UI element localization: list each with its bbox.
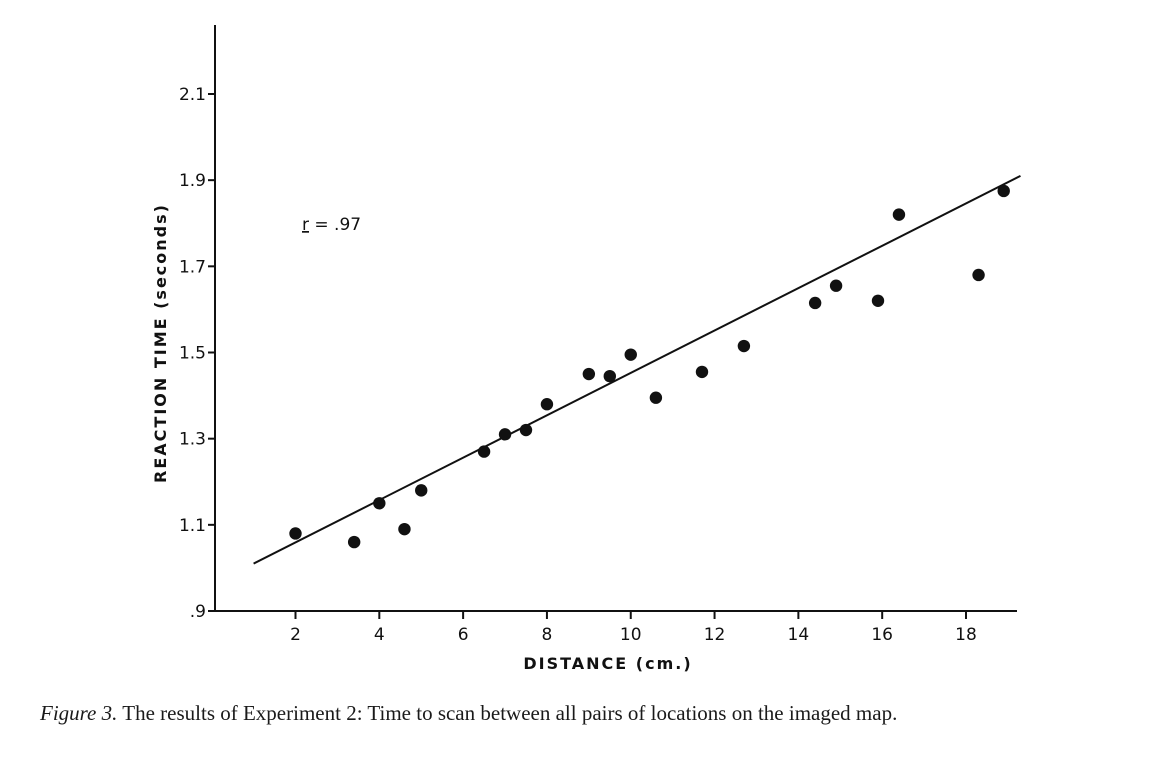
y-tick-label: .9 xyxy=(190,602,206,622)
data-point xyxy=(398,522,411,536)
regression-line xyxy=(253,174,1021,565)
data-point xyxy=(871,294,885,307)
x-ticks: 2 4 6 8 10 12 14 16 18 xyxy=(290,611,977,645)
data-point xyxy=(624,348,637,361)
correlation-symbol: r xyxy=(302,215,309,235)
data-point xyxy=(415,484,428,497)
data-point xyxy=(582,367,596,381)
y-tick-label: 2.1 xyxy=(179,85,206,105)
data-point xyxy=(649,391,663,404)
y-axis-title: REACTION TIME (seconds) xyxy=(151,203,170,483)
data-point xyxy=(540,398,554,411)
x-tick-label: 4 xyxy=(374,625,385,645)
data-point xyxy=(829,279,843,292)
data-point xyxy=(477,445,491,458)
x-tick-label: 2 xyxy=(290,625,301,645)
correlation-value: = .97 xyxy=(309,215,361,235)
y-tick-label: 1.5 xyxy=(179,344,206,364)
data-point xyxy=(498,428,512,441)
x-tick-label: 16 xyxy=(871,625,893,645)
y-tick-label: 1.1 xyxy=(179,516,206,536)
x-tick-label: 12 xyxy=(704,625,726,645)
y-tick-label: 1.7 xyxy=(179,257,206,277)
x-tick-label: 10 xyxy=(620,625,642,645)
data-point xyxy=(737,339,751,353)
axes xyxy=(214,25,1017,612)
data-point xyxy=(972,268,985,282)
data-point xyxy=(373,497,386,510)
caption-label: Figure 3. xyxy=(40,701,118,725)
data-point xyxy=(997,184,1010,198)
y-tick-label: 1.9 xyxy=(179,171,206,191)
data-point xyxy=(347,535,361,549)
figure-caption: Figure 3. The results of Experiment 2: T… xyxy=(40,700,1130,726)
y-tick-label: 1.3 xyxy=(179,430,206,450)
x-tick-label: 6 xyxy=(458,625,469,645)
correlation-annotation: r = .97 xyxy=(302,215,361,235)
x-tick-label: 18 xyxy=(955,625,977,645)
data-point xyxy=(892,208,906,221)
y-ticks: .9 1.1 1.3 1.5 1.7 1.9 2.1 xyxy=(179,85,215,622)
data-point xyxy=(519,423,533,437)
data-point xyxy=(695,365,709,379)
data-point xyxy=(289,527,302,540)
scatter-chart: .9 1.1 1.3 1.5 1.7 1.9 2.1 2 4 6 8 10 12 14 16 18 DIST… xyxy=(151,25,1021,673)
x-tick-label: 14 xyxy=(788,625,810,645)
data-point xyxy=(808,296,822,310)
x-axis-title: DISTANCE (cm.) xyxy=(523,654,692,673)
x-tick-label: 8 xyxy=(542,625,553,645)
caption-text: The results of Experiment 2: Time to sca… xyxy=(117,701,898,725)
data-points xyxy=(289,184,1010,549)
data-point xyxy=(603,369,616,383)
